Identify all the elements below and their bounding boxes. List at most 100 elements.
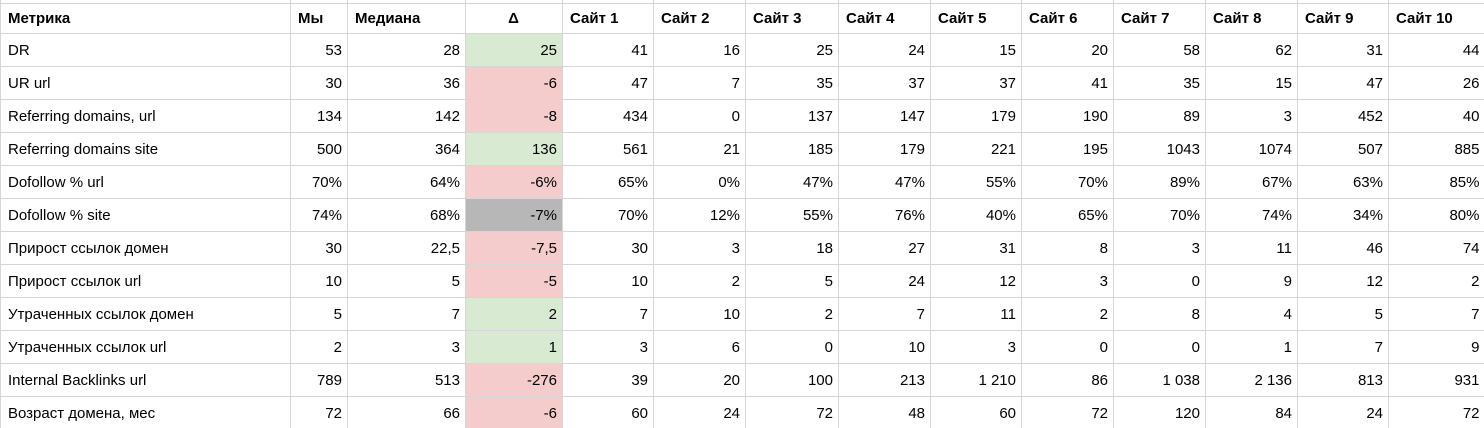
- metric-cell[interactable]: Referring domains site: [0, 132, 291, 166]
- col-header[interactable]: Сайт 6: [1021, 3, 1114, 34]
- site-value-cell[interactable]: 41: [562, 33, 654, 67]
- site-value-cell[interactable]: 62: [1205, 33, 1298, 67]
- site-value-cell[interactable]: 7: [838, 297, 931, 331]
- metric-cell[interactable]: Утраченных ссылок url: [0, 330, 291, 364]
- site-value-cell[interactable]: 25: [745, 33, 839, 67]
- metric-cell[interactable]: Прирост ссылок домен: [0, 231, 291, 265]
- col-header[interactable]: Сайт 10: [1388, 3, 1484, 34]
- site-value-cell[interactable]: 1074: [1205, 132, 1298, 166]
- site-value-cell[interactable]: 72: [1388, 396, 1484, 428]
- delta-value-cell[interactable]: 2: [465, 297, 563, 331]
- site-value-cell[interactable]: 195: [1021, 132, 1114, 166]
- delta-value-cell[interactable]: -7,5: [465, 231, 563, 265]
- metric-cell[interactable]: Internal Backlinks url: [0, 363, 291, 397]
- us-value-cell[interactable]: 500: [290, 132, 348, 166]
- delta-value-cell[interactable]: -6: [465, 396, 563, 428]
- site-value-cell[interactable]: 67%: [1205, 165, 1298, 199]
- us-value-cell[interactable]: 134: [290, 99, 348, 133]
- site-value-cell[interactable]: 3: [562, 330, 654, 364]
- site-value-cell[interactable]: 190: [1021, 99, 1114, 133]
- site-value-cell[interactable]: 452: [1297, 99, 1389, 133]
- metric-cell[interactable]: Dofollow % site: [0, 198, 291, 232]
- us-value-cell[interactable]: 53: [290, 33, 348, 67]
- site-value-cell[interactable]: 24: [838, 33, 931, 67]
- delta-value-cell[interactable]: -6%: [465, 165, 563, 199]
- median-value-cell[interactable]: 36: [347, 66, 466, 100]
- site-value-cell[interactable]: 185: [745, 132, 839, 166]
- us-value-cell[interactable]: 72: [290, 396, 348, 428]
- site-value-cell[interactable]: 21: [653, 132, 746, 166]
- us-value-cell[interactable]: 2: [290, 330, 348, 364]
- metric-cell[interactable]: Утраченных ссылок домен: [0, 297, 291, 331]
- site-value-cell[interactable]: 9: [1205, 264, 1298, 298]
- site-value-cell[interactable]: 9: [1388, 330, 1484, 364]
- site-value-cell[interactable]: 58: [1113, 33, 1206, 67]
- site-value-cell[interactable]: 2: [1021, 297, 1114, 331]
- site-value-cell[interactable]: 47%: [745, 165, 839, 199]
- col-header[interactable]: Мы: [290, 3, 348, 34]
- metric-cell[interactable]: UR url: [0, 66, 291, 100]
- site-value-cell[interactable]: 3: [1205, 99, 1298, 133]
- col-header[interactable]: Сайт 3: [745, 3, 839, 34]
- site-value-cell[interactable]: 147: [838, 99, 931, 133]
- site-value-cell[interactable]: 65%: [1021, 198, 1114, 232]
- site-value-cell[interactable]: 27: [838, 231, 931, 265]
- site-value-cell[interactable]: 10: [653, 297, 746, 331]
- delta-value-cell[interactable]: -6: [465, 66, 563, 100]
- site-value-cell[interactable]: 11: [1205, 231, 1298, 265]
- us-value-cell[interactable]: 30: [290, 231, 348, 265]
- site-value-cell[interactable]: 89%: [1113, 165, 1206, 199]
- site-value-cell[interactable]: 48: [838, 396, 931, 428]
- site-value-cell[interactable]: 46: [1297, 231, 1389, 265]
- col-header[interactable]: Сайт 9: [1297, 3, 1389, 34]
- site-value-cell[interactable]: 1: [1205, 330, 1298, 364]
- site-value-cell[interactable]: 5: [1297, 297, 1389, 331]
- site-value-cell[interactable]: 24: [653, 396, 746, 428]
- site-value-cell[interactable]: 15: [930, 33, 1022, 67]
- us-value-cell[interactable]: 10: [290, 264, 348, 298]
- site-value-cell[interactable]: 213: [838, 363, 931, 397]
- site-value-cell[interactable]: 8: [1113, 297, 1206, 331]
- metric-cell[interactable]: Возраст домена, мес: [0, 396, 291, 428]
- delta-value-cell[interactable]: -5: [465, 264, 563, 298]
- site-value-cell[interactable]: 3: [1021, 264, 1114, 298]
- site-value-cell[interactable]: 12: [930, 264, 1022, 298]
- site-value-cell[interactable]: 15: [1205, 66, 1298, 100]
- col-header[interactable]: Сайт 7: [1113, 3, 1206, 34]
- site-value-cell[interactable]: 70%: [1021, 165, 1114, 199]
- site-value-cell[interactable]: 39: [562, 363, 654, 397]
- site-value-cell[interactable]: 55%: [745, 198, 839, 232]
- median-value-cell[interactable]: 64%: [347, 165, 466, 199]
- site-value-cell[interactable]: 10: [838, 330, 931, 364]
- metric-cell[interactable]: Прирост ссылок url: [0, 264, 291, 298]
- site-value-cell[interactable]: 74: [1388, 231, 1484, 265]
- site-value-cell[interactable]: 55%: [930, 165, 1022, 199]
- site-value-cell[interactable]: 2: [745, 297, 839, 331]
- us-value-cell[interactable]: 5: [290, 297, 348, 331]
- median-value-cell[interactable]: 7: [347, 297, 466, 331]
- site-value-cell[interactable]: 40: [1388, 99, 1484, 133]
- site-value-cell[interactable]: 3: [653, 231, 746, 265]
- site-value-cell[interactable]: 12%: [653, 198, 746, 232]
- site-value-cell[interactable]: 47%: [838, 165, 931, 199]
- site-value-cell[interactable]: 11: [930, 297, 1022, 331]
- site-value-cell[interactable]: 561: [562, 132, 654, 166]
- site-value-cell[interactable]: 89: [1113, 99, 1206, 133]
- site-value-cell[interactable]: 41: [1021, 66, 1114, 100]
- delta-value-cell[interactable]: 1: [465, 330, 563, 364]
- site-value-cell[interactable]: 3: [1113, 231, 1206, 265]
- site-value-cell[interactable]: 37: [838, 66, 931, 100]
- site-value-cell[interactable]: 34%: [1297, 198, 1389, 232]
- site-value-cell[interactable]: 7: [653, 66, 746, 100]
- site-value-cell[interactable]: 18: [745, 231, 839, 265]
- median-value-cell[interactable]: 5: [347, 264, 466, 298]
- site-value-cell[interactable]: 60: [930, 396, 1022, 428]
- site-value-cell[interactable]: 31: [1297, 33, 1389, 67]
- site-value-cell[interactable]: 84: [1205, 396, 1298, 428]
- site-value-cell[interactable]: 86: [1021, 363, 1114, 397]
- site-value-cell[interactable]: 0: [1113, 330, 1206, 364]
- site-value-cell[interactable]: 35: [745, 66, 839, 100]
- delta-value-cell[interactable]: -276: [465, 363, 563, 397]
- site-value-cell[interactable]: 37: [930, 66, 1022, 100]
- site-value-cell[interactable]: 74%: [1205, 198, 1298, 232]
